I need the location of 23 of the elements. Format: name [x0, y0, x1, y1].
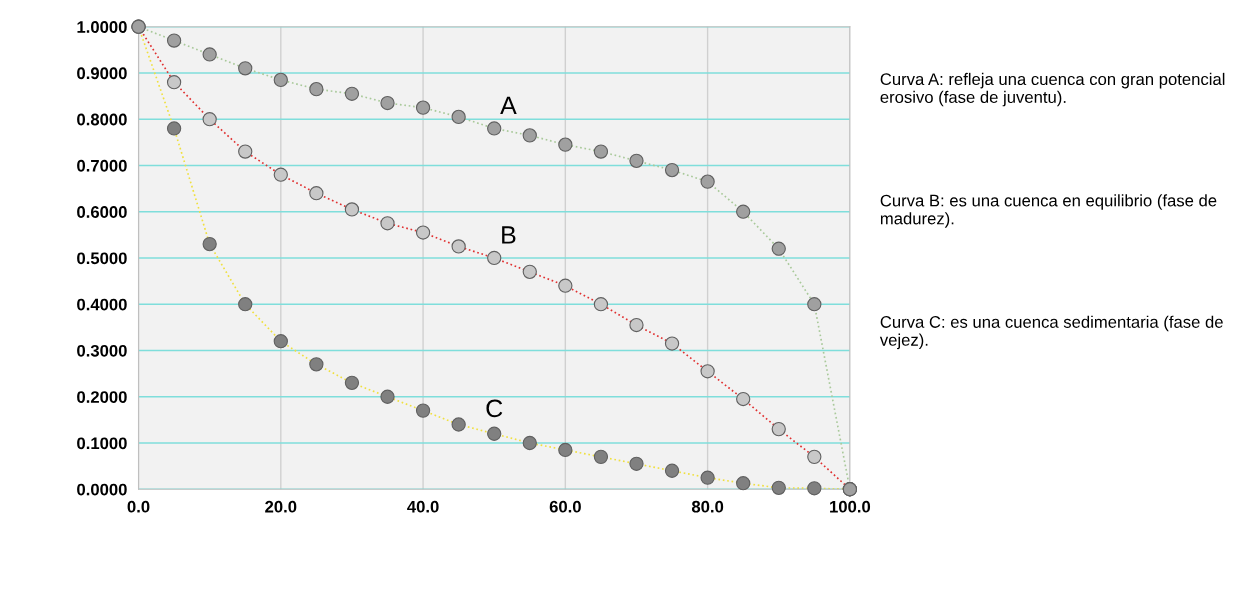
text: Curva B: es una cuenca en equilibrio (fase de madurez). [880, 194, 1217, 228]
x-tick-label: 40.0 [407, 500, 439, 513]
y-tick-label: 0.2000 [77, 391, 127, 403]
y-tick-label: 0.8000 [77, 113, 127, 126]
annotation: B [502, 226, 516, 244]
text: Curva A: refleja una cuenca con gran potencial erosivo (fase de juventu). [880, 72, 1225, 107]
y-tick-label: 0.9000 [77, 67, 127, 80]
y-tick-label: 0.3000 [77, 344, 127, 357]
y-tick-label: 0.6000 [77, 206, 127, 218]
x-tick-label: 0.0 [127, 500, 150, 513]
y-tick-label: 0.7000 [77, 159, 127, 172]
x-tick-label: 60.0 [549, 500, 581, 513]
annotation: C [486, 399, 503, 418]
x-tick-label: 100.0 [830, 500, 871, 513]
y-tick-label: 0.1000 [77, 437, 127, 450]
x-tick-label: 20.0 [265, 500, 297, 513]
y-tick-label: 0.0000 [77, 483, 127, 496]
annotation: A [500, 96, 517, 115]
text: Curva C: es una cuenca sedimentaria (fase de vejez). [879, 315, 1223, 350]
y-tick-label: 1.0000 [77, 21, 127, 33]
y-tick-label: 0.5000 [77, 252, 127, 265]
x-tick-label: 80.0 [691, 500, 724, 513]
y-tick-label: 0.4000 [77, 298, 127, 311]
